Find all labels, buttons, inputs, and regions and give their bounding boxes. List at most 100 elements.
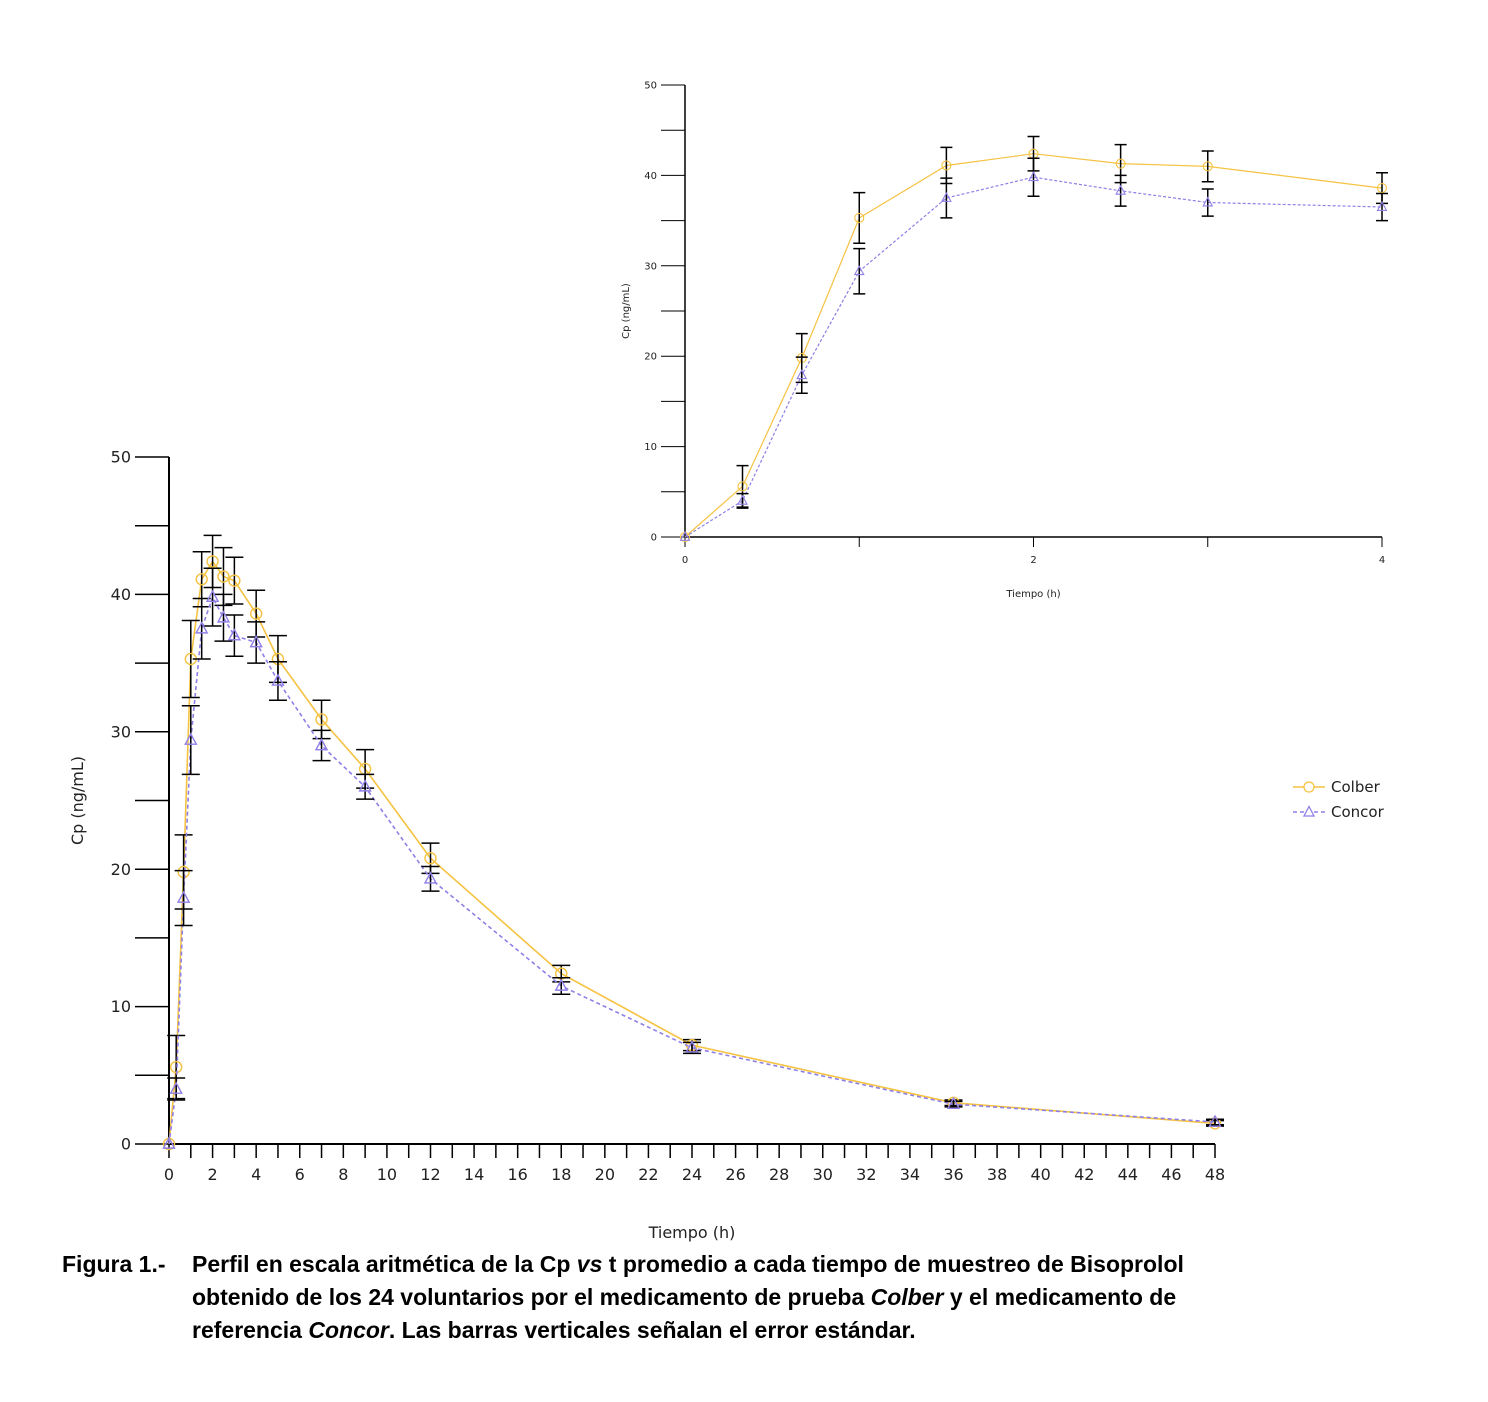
data-point-colber [1208,1117,1222,1130]
data-point-colber [941,160,952,171]
error-bar-concor [853,247,866,295]
x-tick-label: 24 [682,1165,702,1184]
data-point-concor [249,634,263,648]
caption-line-2: obtenido de los 24 voluntarios por el me… [62,1281,1402,1314]
caption-text: obtenido de los 24 voluntarios por el me… [192,1284,871,1310]
y-tick-label: 10 [644,442,657,453]
data-point-colber [1115,158,1126,169]
caption-text-italic: Concor [308,1317,389,1343]
legend-marker-colber [1303,781,1315,793]
x-tick-label: 36 [943,1165,963,1184]
error-bar-concor [174,869,193,927]
data-point-colber [195,573,208,586]
y-axis-title: Cp (ng/mL) [621,283,632,339]
error-bar-colber [853,191,866,244]
error-bar-colber [1201,150,1214,183]
x-tick-label: 30 [813,1165,833,1184]
data-point-colber [1376,183,1388,194]
series-line-colber [684,153,1383,538]
error-bar-colber [181,619,200,699]
x-tick-label: 2 [207,1165,217,1184]
data-point-colber [206,555,219,568]
data-point-colber [249,607,263,620]
data-point-concor [940,191,952,202]
error-bar-concor [312,729,331,762]
x-tick-label: 0 [164,1165,174,1184]
caption-line-3: referencia Concor. Las barras verticales… [62,1314,1402,1347]
x-tick-label: 44 [1118,1165,1138,1184]
x-tick-label: 16 [507,1165,527,1184]
caption-label: Figura 1.- [62,1251,166,1277]
data-point-concor [162,1136,176,1149]
data-point-colber [1202,161,1213,172]
x-tick-label: 26 [725,1165,745,1184]
x-tick-label: 4 [1379,555,1385,566]
data-point-concor [216,610,231,623]
y-tick-label: 0 [651,533,657,544]
x-tick-label: 2 [1030,555,1036,566]
x-tick-label: 20 [595,1165,615,1184]
y-axis-title: Cp (ng/mL) [68,756,87,845]
error-bar-concor [795,356,808,395]
series-line-colber [168,559,1216,1145]
y-tick-label: 30 [644,261,657,272]
error-bar-concor [247,621,266,664]
caption-text: y el medicamento de [943,1284,1177,1310]
data-point-concor [184,732,198,745]
error-bar-concor [421,865,440,892]
error-bar-concor [268,660,287,701]
error-bar-colber [225,556,244,605]
data-point-concor [176,890,191,903]
data-point-colber [217,570,230,583]
data-point-concor [271,673,285,686]
error-bar-concor [944,1100,963,1108]
error-bar-concor [225,614,244,657]
data-point-concor [554,978,568,991]
error-bar-concor [181,704,200,776]
caption-text: referencia [192,1317,309,1343]
caption-text: Perfil en escala aritmética de la Cp [192,1251,577,1277]
y-tick-label: 50 [111,448,131,467]
x-tick-label: 42 [1074,1165,1094,1184]
x-axis-title: Tiempo (h) [648,1223,736,1242]
data-point-concor [314,738,329,751]
legend-marker-concor [1302,805,1316,817]
x-tick-label: 14 [464,1165,484,1184]
x-tick-label: 4 [251,1165,261,1184]
data-point-concor [195,621,209,634]
x-tick-label: 10 [377,1165,397,1184]
legend-label-colber: Colber [1331,778,1381,796]
data-point-concor [685,1040,699,1053]
caption-text: t promedio a cada tiempo de muestreo de … [602,1251,1184,1277]
data-point-colber [854,212,865,223]
error-bar-concor [1114,174,1127,207]
data-point-concor [946,1096,961,1109]
x-tick-label: 22 [638,1165,658,1184]
data-point-colber [737,481,748,492]
data-point-concor [1208,1114,1222,1127]
x-tick-label: 46 [1161,1165,1181,1184]
x-tick-label: 32 [856,1165,876,1184]
y-tick-label: 10 [111,997,131,1016]
x-tick-label: 8 [338,1165,348,1184]
caption-text: . Las barras verticales señalan el error… [388,1317,916,1343]
x-tick-label: 12 [420,1165,440,1184]
y-tick-label: 50 [644,81,657,92]
figure-caption: Figura 1.- Perfil en escala aritmética de… [62,1248,1402,1347]
legend-label-concor: Concor [1331,803,1385,821]
data-point-concor [796,369,808,380]
x-tick-label: 28 [769,1165,789,1184]
error-bar-concor [1027,157,1040,197]
data-point-concor [358,779,372,792]
y-tick-label: 0 [121,1135,131,1154]
x-tick-label: 0 [682,555,688,566]
data-point-concor [737,494,748,505]
legend: Colber Concor [1293,778,1385,821]
y-tick-label: 20 [111,860,131,879]
data-point-concor [1376,200,1388,211]
data-point-concor [1115,184,1127,195]
error-bar-concor [1201,188,1214,217]
error-bar-concor [1376,192,1388,222]
error-bar-concor [1206,1118,1224,1126]
